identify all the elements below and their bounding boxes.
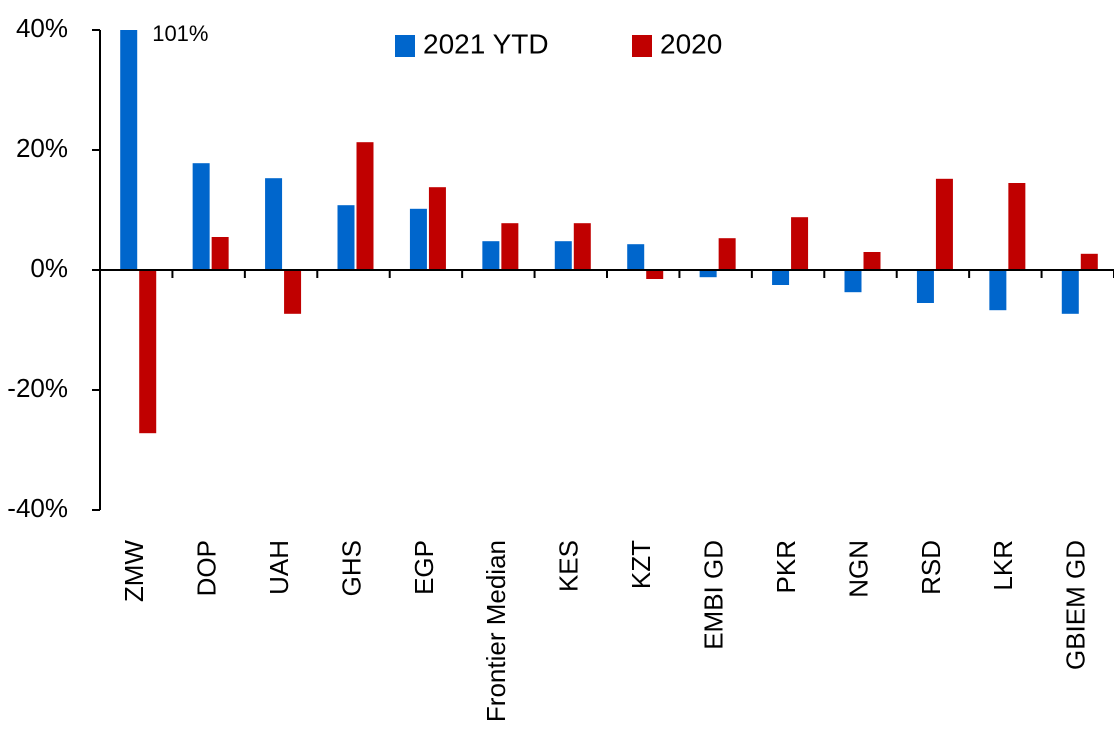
bar (139, 270, 157, 434)
bar (1080, 253, 1098, 270)
y-tick-label: 40% (16, 13, 68, 43)
x-tick-label: LKR (988, 540, 1018, 591)
bar (356, 142, 374, 270)
bar (646, 270, 664, 279)
bar (501, 223, 519, 270)
x-tick-label: DOP (192, 540, 222, 596)
bar (337, 205, 355, 270)
bar (554, 241, 572, 270)
x-tick-label: GBIEM GD (1061, 540, 1091, 670)
bar (1061, 270, 1079, 314)
x-tick-label: EGP (409, 540, 439, 595)
x-tick-label: ZMW (119, 540, 149, 603)
bar (284, 270, 302, 314)
bar (192, 163, 210, 270)
x-tick-label: Frontier Median (481, 540, 511, 722)
legend-label: 2021 YTD (423, 28, 549, 59)
legend-swatch (395, 35, 415, 57)
bar (573, 223, 591, 270)
x-tick-label: KES (554, 540, 584, 592)
bar (211, 237, 229, 270)
bar (120, 30, 138, 270)
bar (772, 270, 790, 285)
bar (265, 178, 283, 270)
y-tick-label: -40% (7, 493, 68, 523)
bar (482, 241, 500, 270)
legend-swatch (632, 35, 652, 57)
x-tick-label: NGN (843, 540, 873, 598)
x-tick-label: UAH (264, 540, 294, 595)
bar (935, 178, 953, 270)
y-tick-label: 20% (16, 133, 68, 163)
plot-area (120, 30, 1098, 434)
x-tick-label: GHS (336, 540, 366, 596)
bar (409, 208, 427, 270)
bar (428, 187, 446, 270)
value-label: 101% (152, 21, 208, 46)
bar (791, 217, 809, 270)
y-tick-label: 0% (30, 253, 68, 283)
bar (627, 244, 645, 270)
x-tick-label: RSD (916, 540, 946, 595)
bar (718, 238, 736, 270)
bar (863, 252, 881, 270)
x-tick-label: KZT (626, 540, 656, 589)
x-tick-label: EMBI GD (699, 540, 729, 650)
bar (989, 270, 1007, 311)
y-tick-label: -20% (7, 373, 68, 403)
x-tick-label: PKR (771, 540, 801, 593)
legend-label: 2020 (660, 28, 722, 59)
bar (699, 270, 717, 278)
bar (1008, 183, 1026, 270)
bar (844, 270, 862, 293)
bar (916, 270, 934, 303)
